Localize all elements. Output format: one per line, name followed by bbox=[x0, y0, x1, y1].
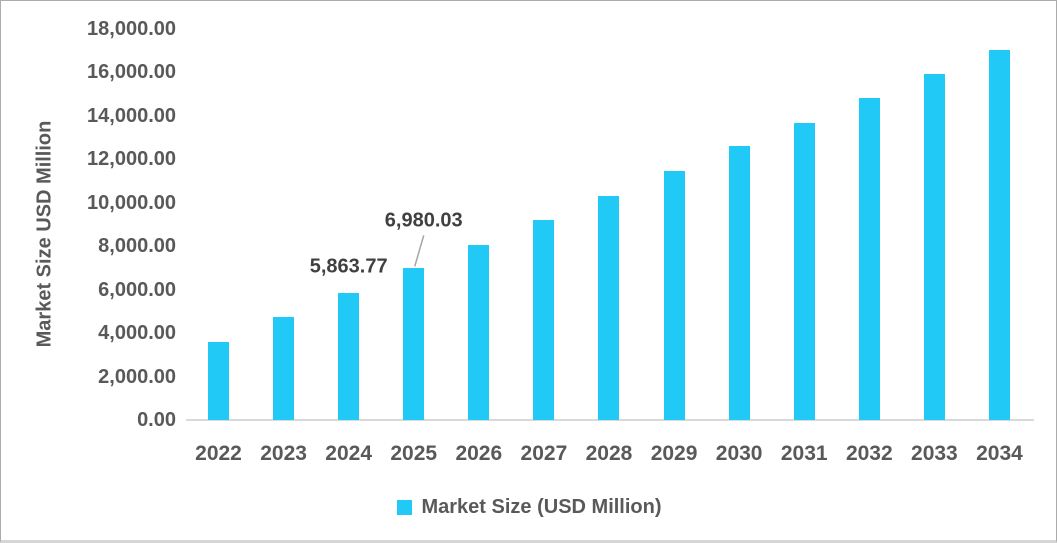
bar-2027 bbox=[533, 220, 555, 420]
legend-label: Market Size (USD Million) bbox=[421, 495, 662, 518]
bar-2031 bbox=[793, 122, 815, 420]
x-axis-label-2023: 2023 bbox=[260, 442, 307, 465]
y-tick-label: 2,000.00 bbox=[98, 365, 176, 388]
bar-2024 bbox=[338, 292, 360, 420]
bar-2028 bbox=[598, 196, 620, 420]
x-axis-label-2026: 2026 bbox=[455, 442, 503, 465]
bar-2022 bbox=[208, 341, 229, 420]
x-axis-label-2031: 2031 bbox=[780, 442, 828, 465]
x-axis-label-2028: 2028 bbox=[585, 442, 633, 465]
y-tick-label: 18,000.00 bbox=[87, 18, 176, 40]
x-axis-label-2022: 2022 bbox=[195, 442, 242, 465]
bar-2032 bbox=[858, 97, 880, 420]
legend-swatch bbox=[397, 499, 413, 515]
y-tick-label: 4,000.00 bbox=[98, 322, 176, 345]
bar-2025 bbox=[403, 268, 425, 420]
data-label-2025: 6,980.03 bbox=[384, 209, 463, 232]
data-label-2024: 5,863.77 bbox=[309, 255, 388, 278]
x-axis-label-2024: 2024 bbox=[325, 442, 373, 465]
y-tick-label: 0.00 bbox=[137, 409, 176, 431]
y-tick-label: 16,000.00 bbox=[87, 61, 176, 84]
legend: Market Size (USD Million) bbox=[1, 493, 1056, 521]
x-axis-label-2032: 2032 bbox=[845, 442, 893, 465]
x-axis-label-2034: 2034 bbox=[976, 442, 1023, 465]
x-axis-label-2030: 2030 bbox=[715, 442, 763, 465]
bar-2023 bbox=[273, 316, 295, 420]
x-axis-label-2033: 2033 bbox=[911, 442, 958, 465]
x-axis-label-2025: 2025 bbox=[390, 442, 438, 465]
y-tick-label: 10,000.00 bbox=[87, 191, 176, 214]
x-axis-line bbox=[186, 419, 1034, 421]
bar-2034 bbox=[988, 49, 1010, 420]
bar-2026 bbox=[468, 244, 490, 420]
bar-2033 bbox=[923, 73, 945, 420]
x-axis-label-2027: 2027 bbox=[520, 442, 568, 465]
y-tick-label: 8,000.00 bbox=[98, 235, 176, 258]
bar-2030 bbox=[728, 146, 750, 420]
y-tick-label: 6,000.00 bbox=[98, 278, 176, 301]
y-tick-label: 14,000.00 bbox=[87, 104, 176, 127]
bar-2029 bbox=[663, 171, 685, 420]
y-tick-label: 12,000.00 bbox=[87, 148, 176, 171]
x-axis-label-2029: 2029 bbox=[650, 442, 698, 465]
